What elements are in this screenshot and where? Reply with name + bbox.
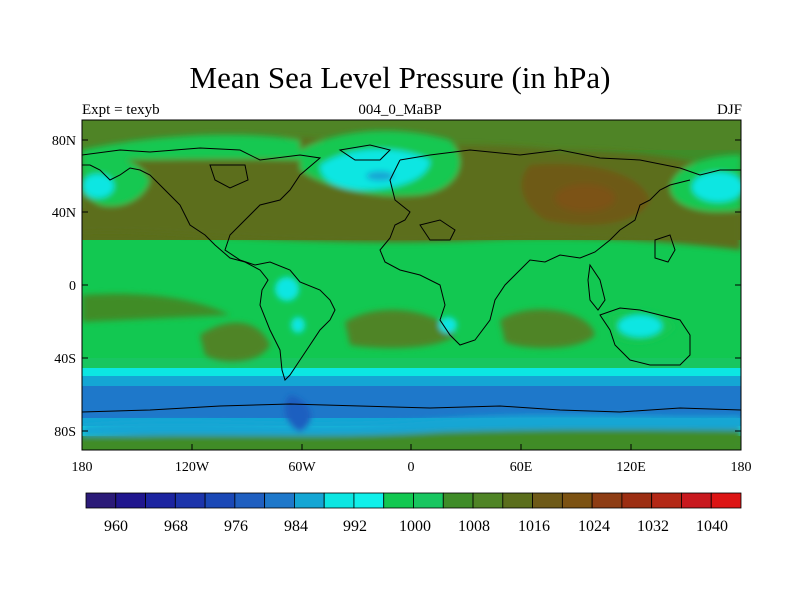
colorbar-swatch bbox=[710, 492, 742, 509]
colorbar-label: 960 bbox=[104, 518, 128, 535]
colorbar-label: 1016 bbox=[518, 518, 550, 535]
colorbar-label: 976 bbox=[224, 518, 248, 535]
colorbar-swatch bbox=[204, 492, 236, 509]
latitude-axis bbox=[82, 139, 741, 432]
pressure-field bbox=[82, 120, 741, 450]
colorbar-swatch bbox=[85, 492, 117, 509]
colorbar-swatch bbox=[323, 492, 355, 509]
colorbar-swatch bbox=[145, 492, 176, 509]
time-label: 004_0_MaBP bbox=[358, 102, 442, 118]
colorbar-swatch bbox=[442, 492, 474, 509]
lon-tick-label: 60W bbox=[288, 460, 316, 475]
lat-tick-label: 80S bbox=[54, 425, 76, 440]
colorbar-swatch bbox=[353, 492, 385, 509]
colorbar-swatch bbox=[591, 492, 623, 509]
colorbar-swatch bbox=[651, 492, 682, 509]
colorbar-label: 1040 bbox=[696, 518, 728, 535]
colorbar-label: 1024 bbox=[578, 518, 610, 535]
colorbar-swatch bbox=[115, 492, 146, 509]
longitude-axis bbox=[81, 444, 742, 450]
lon-tick-label: 120W bbox=[175, 460, 210, 475]
colorbar-swatch bbox=[561, 492, 593, 509]
lat-tick-label: 80N bbox=[52, 134, 76, 149]
map-title: Mean Sea Level Pressure (in hPa) bbox=[189, 60, 611, 95]
lon-tick-label: 0 bbox=[408, 460, 415, 475]
colorbar bbox=[85, 492, 742, 509]
colorbar-swatch bbox=[294, 492, 325, 509]
colorbar-swatch bbox=[472, 492, 504, 509]
colorbar-label: 1008 bbox=[458, 518, 490, 535]
colorbar-swatch bbox=[532, 492, 563, 509]
colorbar-swatch bbox=[264, 492, 295, 509]
colorbar-label: 992 bbox=[343, 518, 367, 535]
colorbar-labels: 960 968 976 984 992 1000 1008 1016 1024 … bbox=[104, 518, 728, 535]
colorbar-swatch bbox=[621, 492, 653, 509]
lon-tick-label: 60E bbox=[510, 460, 533, 475]
colorbar-swatch bbox=[681, 492, 712, 509]
lat-tick-label: 0 bbox=[69, 279, 76, 294]
lon-tick-label: 120E bbox=[616, 460, 646, 475]
colorbar-swatch bbox=[383, 492, 414, 509]
colorbar-swatch bbox=[413, 492, 444, 509]
colorbar-swatch bbox=[234, 492, 266, 509]
experiment-label: Expt = texyb bbox=[82, 102, 160, 118]
colorbar-label: 1032 bbox=[637, 518, 669, 535]
colorbar-label: 968 bbox=[164, 518, 188, 535]
colorbar-label: 984 bbox=[284, 518, 308, 535]
lon-tick-label: 180 bbox=[72, 460, 93, 475]
colorbar-swatch bbox=[174, 492, 206, 509]
colorbar-label: 1000 bbox=[399, 518, 431, 535]
lat-tick-label: 40N bbox=[52, 206, 76, 221]
colorbar-swatch bbox=[502, 492, 533, 509]
season-label: DJF bbox=[716, 102, 742, 118]
lat-tick-label: 40S bbox=[54, 352, 76, 367]
lon-tick-label: 180 bbox=[731, 460, 752, 475]
